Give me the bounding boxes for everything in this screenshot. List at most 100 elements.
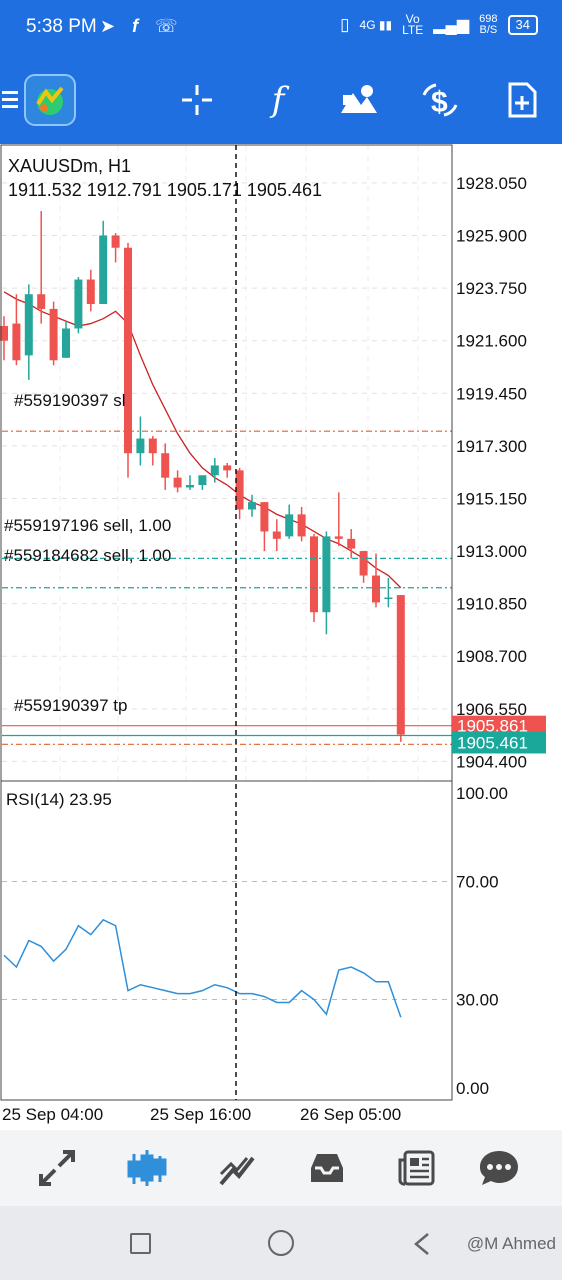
symbol-label: XAUUSDm, H1 bbox=[8, 156, 131, 176]
net-speed-top: 698 bbox=[479, 13, 498, 25]
indicator-f-label: f bbox=[271, 80, 285, 120]
candle-body bbox=[173, 477, 182, 488]
candle-body bbox=[372, 575, 380, 603]
rsi-tick: 100.00 bbox=[456, 784, 508, 803]
time-tick: 25 Sep 16:00 bbox=[150, 1105, 251, 1124]
candle-body bbox=[260, 502, 269, 532]
candle-body bbox=[384, 597, 393, 600]
volte-bottom: LTE bbox=[402, 23, 424, 37]
candle-body bbox=[248, 502, 256, 510]
volte-icon: Vo LTE bbox=[402, 12, 424, 37]
new-order-icon[interactable] bbox=[500, 78, 544, 122]
battery-icon: 34 bbox=[507, 15, 538, 35]
rsi-tick: 0.00 bbox=[456, 1079, 489, 1098]
app-logo-icon[interactable] bbox=[24, 74, 76, 126]
price-tick: 1921.600 bbox=[456, 332, 527, 351]
bid-price-label: 1905.861 bbox=[457, 717, 528, 736]
watermark: @M Ahmed bbox=[466, 1234, 556, 1253]
candle-body bbox=[111, 235, 120, 248]
status-right: ▯ 4G ▮▮ Vo LTE ▂▄▆ 698 B/S 34 bbox=[340, 12, 538, 37]
vibrate-icon: ▯ bbox=[340, 15, 350, 34]
price-tick: 1910.850 bbox=[456, 595, 527, 614]
price-tick: 1923.750 bbox=[456, 279, 527, 298]
order-label-sell1[interactable]: #559197196 sell, 1.00 bbox=[4, 516, 171, 535]
crosshair-icon[interactable] bbox=[175, 78, 219, 122]
rsi-tick: 30.00 bbox=[456, 991, 499, 1010]
quotes-icon[interactable] bbox=[33, 1144, 81, 1192]
candle-body bbox=[12, 323, 21, 361]
chart-toolbar: f $ bbox=[0, 58, 562, 144]
candle-body bbox=[210, 465, 219, 476]
status-time: 5:38 PM bbox=[26, 16, 97, 37]
candle-body bbox=[86, 279, 95, 304]
back-icon[interactable] bbox=[408, 1230, 436, 1258]
rsi-line bbox=[3, 918, 402, 1018]
price-tick: 1917.300 bbox=[456, 437, 527, 456]
time-tick: 25 Sep 04:00 bbox=[2, 1105, 103, 1124]
net-speed-bottom: B/S bbox=[479, 24, 498, 36]
bottom-nav bbox=[0, 1130, 562, 1206]
signal-icon: ▂▄▆ bbox=[433, 17, 470, 34]
candle-body bbox=[347, 538, 356, 549]
current-price-label: 1905.461 bbox=[457, 733, 528, 752]
trade-icon[interactable] bbox=[213, 1144, 261, 1192]
candle-body bbox=[198, 475, 207, 486]
status-bar: 5:38 PM ➤ f ☏ ▯ 4G ▮▮ Vo LTE ▂▄▆ 698 B/S… bbox=[0, 0, 562, 58]
candle-body bbox=[186, 485, 194, 488]
menu-icon[interactable] bbox=[0, 78, 20, 122]
objects-icon[interactable] bbox=[337, 78, 381, 122]
candle-body bbox=[272, 531, 281, 539]
chart-area[interactable]: XAUUSDm, H1 1911.532 1912.791 1905.171 1… bbox=[0, 144, 562, 1130]
current-price-tag: 1905.461 bbox=[452, 731, 546, 754]
order-label-sl[interactable]: #559190397 sl bbox=[14, 391, 126, 410]
candle-body bbox=[161, 453, 170, 478]
price-tick: 1915.150 bbox=[456, 489, 527, 508]
net-speed: 698 B/S bbox=[479, 14, 497, 36]
candle-body bbox=[49, 308, 58, 361]
rsi-tick: 70.00 bbox=[456, 873, 499, 892]
call-wifi-icon: ☏ bbox=[155, 16, 184, 36]
candle-body bbox=[124, 247, 132, 454]
order-label-tp[interactable]: #559190397 tp bbox=[14, 696, 127, 715]
candle-body bbox=[322, 536, 331, 613]
candle-body bbox=[24, 294, 33, 356]
moving-average-line bbox=[3, 291, 402, 589]
rsi-label: RSI(14) 23.95 bbox=[6, 790, 112, 809]
svg-text:$: $ bbox=[431, 86, 448, 119]
candle-body bbox=[334, 536, 343, 539]
candle-body bbox=[62, 328, 70, 358]
4g-signal-icon: 4G ▮▮ bbox=[359, 18, 393, 32]
price-tick: 1906.550 bbox=[456, 700, 527, 719]
time-tick: 26 Sep 05:00 bbox=[300, 1105, 401, 1124]
ohlc-label: 1911.532 1912.791 1905.171 1905.461 bbox=[8, 180, 322, 200]
price-tick: 1904.400 bbox=[456, 752, 527, 771]
candle-body bbox=[223, 465, 232, 471]
candle-body bbox=[37, 294, 46, 309]
system-nav: @M Ahmed bbox=[0, 1206, 562, 1280]
news-icon[interactable] bbox=[393, 1144, 441, 1192]
candle-body bbox=[310, 536, 318, 613]
home-icon[interactable] bbox=[268, 1230, 294, 1256]
volte-top: Vo bbox=[405, 12, 420, 26]
recent-apps-icon[interactable] bbox=[130, 1233, 151, 1254]
telegram-icon: ➤ bbox=[100, 16, 122, 36]
candle-body bbox=[136, 438, 145, 454]
history-icon[interactable] bbox=[303, 1144, 351, 1192]
candle-body bbox=[359, 551, 368, 576]
indicator-f-icon[interactable]: f bbox=[256, 78, 300, 122]
order-label-sell2[interactable]: #559184682 sell, 1.00 bbox=[4, 546, 171, 565]
price-tick: 1925.900 bbox=[456, 227, 527, 246]
chart-candles-icon[interactable] bbox=[123, 1144, 171, 1192]
net-type: 4G bbox=[359, 18, 376, 32]
price-chart[interactable]: XAUUSDm, H1 1911.532 1912.791 1905.171 1… bbox=[0, 144, 562, 1130]
candle-body bbox=[99, 235, 108, 304]
status-notification-icons: ➤ f ☏ bbox=[100, 16, 184, 37]
messages-icon[interactable] bbox=[475, 1144, 523, 1192]
candle-body bbox=[148, 438, 157, 454]
candle-body bbox=[0, 326, 8, 341]
price-tick: 1928.050 bbox=[456, 174, 527, 193]
symbol-dollar-icon[interactable]: $ bbox=[418, 78, 462, 122]
price-tick: 1919.450 bbox=[456, 384, 527, 403]
price-tick: 1908.700 bbox=[456, 647, 527, 666]
bid-price-tag: 1905.861 bbox=[452, 715, 546, 736]
